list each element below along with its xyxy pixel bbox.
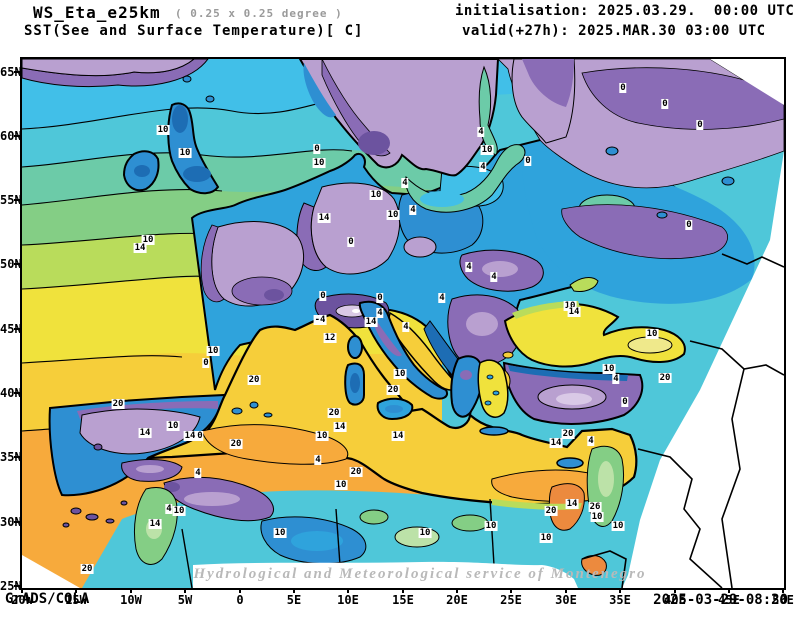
region-aegean-island-1 xyxy=(486,374,494,380)
region-lake-3 xyxy=(721,176,735,186)
initialisation-time: initialisation: 2025.03.29. 00:00 UTC xyxy=(455,3,795,19)
region-scandinavia xyxy=(298,59,500,177)
region-cyprus xyxy=(556,457,584,469)
region-blacksea-north-fringe xyxy=(512,301,580,319)
region-corsica xyxy=(347,335,363,359)
lon-tick-label: 5W xyxy=(177,593,193,607)
nodata-right-wedge xyxy=(622,151,784,588)
region-balearic-1 xyxy=(231,407,243,415)
watermark: Hydrological and Meteorological service … xyxy=(193,566,647,582)
region-south-norway xyxy=(358,131,390,155)
region-finland-north xyxy=(522,59,574,107)
region-massif-core xyxy=(264,289,284,301)
region-massif-central xyxy=(231,276,293,306)
region-iberia-north-purple xyxy=(77,401,218,419)
region-russia-purple-south xyxy=(561,204,728,260)
region-lake-2 xyxy=(656,211,668,219)
region-france-west xyxy=(200,224,225,303)
region-baltic-south xyxy=(420,191,464,207)
region-north-africa xyxy=(82,429,670,588)
lon-tick-label: 25E xyxy=(500,593,522,607)
africa-borders xyxy=(181,498,495,588)
valid-time: valid(+27h): 2025.MAR.30 03:00 UTC xyxy=(462,23,766,39)
region-bohemia xyxy=(403,236,437,258)
lat-tick-label: 35N xyxy=(0,450,22,464)
region-alps-peak xyxy=(352,309,360,313)
region-sierra-core xyxy=(136,465,164,473)
lon-tick-label: 10W xyxy=(120,593,142,607)
region-atlas-core xyxy=(184,492,240,506)
lon-tick-label: 30E xyxy=(555,593,577,607)
wedge-country-borders xyxy=(581,253,784,588)
region-libya-green-1 xyxy=(359,509,389,525)
region-sea-of-azov xyxy=(569,277,599,292)
region-aegean xyxy=(477,359,509,418)
model-title: WS_Eta_e25km xyxy=(33,3,161,22)
region-sardinia-core xyxy=(350,373,360,393)
lon-tick-label: 20E xyxy=(446,593,468,607)
region-apennines xyxy=(373,317,402,357)
region-russia-purple-band xyxy=(581,67,784,130)
region-levant-core xyxy=(598,461,614,497)
region-shetland xyxy=(182,75,192,83)
region-greece xyxy=(450,355,484,418)
generation-timestamp: 2025-03-29-08:20 xyxy=(653,592,788,608)
region-egypt-coast xyxy=(492,499,582,510)
region-carpathians-core xyxy=(482,261,518,277)
region-morocco-palegreen xyxy=(146,519,162,539)
region-atlas-tip xyxy=(164,482,180,492)
region-algeria-core xyxy=(291,531,343,551)
region-aegean-island-3 xyxy=(484,400,492,406)
lat-tick-label: 30N xyxy=(0,515,22,529)
region-pindus xyxy=(460,370,472,380)
grads-credit: GrADS/COLA xyxy=(5,591,90,607)
region-germany xyxy=(310,182,401,275)
region-crete xyxy=(479,426,509,436)
lon-tick-label: 10E xyxy=(337,593,359,607)
region-libya-green-2 xyxy=(451,514,489,532)
nodata-bottom-left xyxy=(22,555,80,588)
nodata-top-right xyxy=(710,59,784,105)
lat-tick-label: 60N xyxy=(0,129,22,143)
lat-tick-label: 50N xyxy=(0,257,22,271)
region-scotland-core xyxy=(172,105,188,133)
region-westmed-warm xyxy=(201,424,349,465)
lat-tick-label: 65N xyxy=(0,65,22,79)
region-pontic xyxy=(508,365,628,381)
region-aegean-island-2 xyxy=(492,390,500,396)
lon-tick-label: 35E xyxy=(609,593,631,607)
region-lake-1 xyxy=(605,146,619,156)
region-orkney xyxy=(205,95,215,103)
model-resolution: ( 0.25 x 0.25 degree ) xyxy=(175,7,343,20)
region-anatolia-inner xyxy=(556,393,592,405)
region-libya-palegreen xyxy=(394,526,440,548)
lon-tick-label: 0 xyxy=(236,593,244,607)
lon-tick-label: 5E xyxy=(286,593,302,607)
lat-tick-label: 55N xyxy=(0,193,22,207)
region-balearic-3 xyxy=(263,412,273,418)
region-balearic-2 xyxy=(249,401,259,409)
map-canvas xyxy=(22,59,784,588)
product-title: SST(See and Surface Temperature)[ C] xyxy=(24,23,364,39)
map-plot-frame xyxy=(20,57,786,590)
lat-tick-label: 40N xyxy=(0,386,22,400)
region-ireland-core xyxy=(134,165,150,177)
region-balkans-core xyxy=(466,312,498,336)
region-atlantic-islands xyxy=(62,443,128,528)
nodata-bottom-strip xyxy=(193,561,578,588)
region-marmara xyxy=(502,351,514,359)
region-england-core xyxy=(183,166,211,182)
region-sicily-core xyxy=(385,405,403,413)
lat-tick-label: 45N xyxy=(0,322,22,336)
region-norway-fjords xyxy=(303,63,336,118)
lon-tick-label: 15E xyxy=(392,593,414,607)
region-blacksea-east-core xyxy=(627,336,673,354)
region-topleft-lavender xyxy=(22,59,195,77)
